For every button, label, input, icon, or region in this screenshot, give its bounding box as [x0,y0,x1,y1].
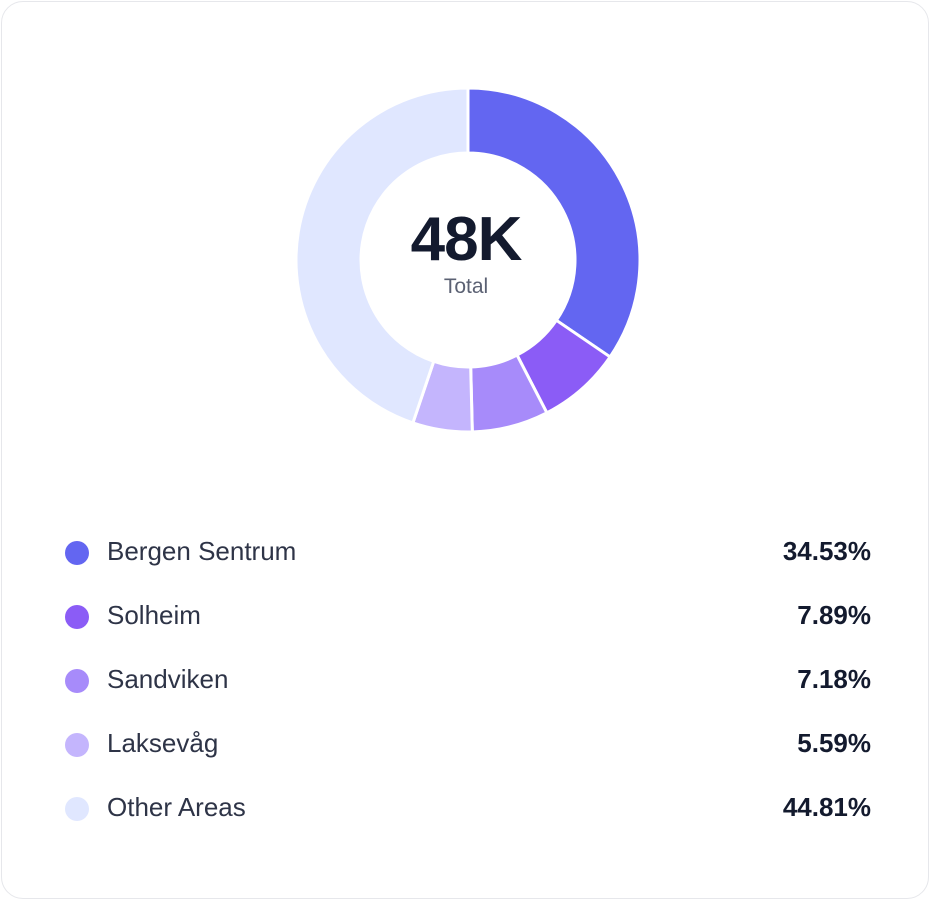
legend-label: Laksevåg [107,728,219,758]
legend-label: Solheim [107,600,201,630]
donut-slice-other-areas[interactable] [294,86,470,425]
legend-swatch-icon [65,541,89,565]
legend-row[interactable]: Solheim 7.89% [65,584,871,648]
legend-row[interactable]: Other Areas 44.81% [65,776,871,840]
legend-value: 34.53% [782,536,871,566]
total-label: Total [443,275,489,298]
legend-label: Sandviken [107,664,229,694]
donut-center: 48K Total [366,205,566,299]
donut-chart [294,86,642,434]
legend-value: 44.81% [782,792,871,822]
legend-label: Other Areas [107,792,246,822]
donut-slice-bergen-sentrum[interactable] [466,86,642,359]
legend-value: 5.59% [797,728,871,758]
legend-row[interactable]: Laksevåg 5.59% [65,712,871,776]
legend-row[interactable]: Sandviken 7.18% [65,648,871,712]
legend-swatch-icon [65,605,89,629]
legend-label: Bergen Sentrum [107,536,297,566]
legend-value: 7.89% [797,600,871,630]
total-value: 48K [410,205,523,274]
legend-swatch-icon [65,733,89,757]
legend-value: 7.18% [797,664,871,694]
legend-row[interactable]: Bergen Sentrum 34.53% [65,520,871,584]
legend-swatch-icon [65,669,89,693]
legend-swatch-icon [65,797,89,821]
